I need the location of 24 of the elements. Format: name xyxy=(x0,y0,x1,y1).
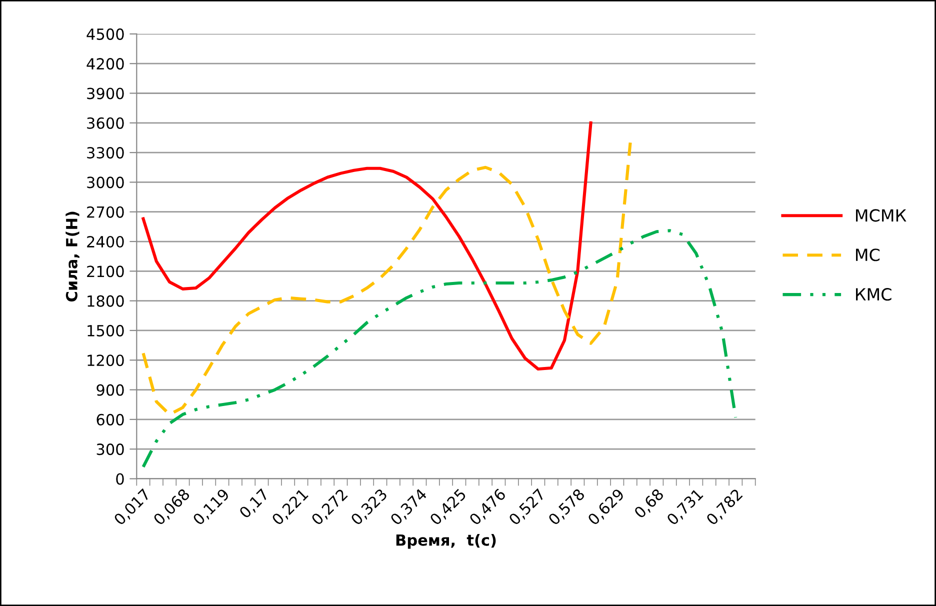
y-axis-title: Сила, F(Н) xyxy=(66,212,80,302)
y-tick-label: 300 xyxy=(96,444,124,456)
y-tick-label: 3600 xyxy=(87,117,124,129)
y-tick-label: 2400 xyxy=(87,236,124,248)
y-tick-label: 3000 xyxy=(87,176,124,188)
x-axis-title: Время, t(с) xyxy=(396,534,496,549)
y-tick-label: 1200 xyxy=(88,354,124,366)
line-series xyxy=(142,121,592,371)
y-tick-label: 4200 xyxy=(86,58,124,70)
legend-label: КМС xyxy=(856,288,892,301)
legend-label: МС xyxy=(856,248,880,262)
y-tick-label: 0 xyxy=(116,473,124,485)
y-tick-label: 1500 xyxy=(88,324,124,336)
line-series xyxy=(142,141,632,416)
y-tick-label: 3300 xyxy=(87,147,124,159)
y-tick-label: 1800 xyxy=(88,295,124,307)
y-tick-label: 3900 xyxy=(87,88,124,100)
line-series xyxy=(142,229,738,468)
y-tick-label: 900 xyxy=(96,384,124,396)
legend-label: МСМК xyxy=(856,209,906,222)
y-tick-label: 2100 xyxy=(87,266,124,278)
y-tick-label: 600 xyxy=(96,414,124,426)
y-tick-label: 4500 xyxy=(86,28,124,40)
y-tick-label: 2700 xyxy=(87,206,124,218)
